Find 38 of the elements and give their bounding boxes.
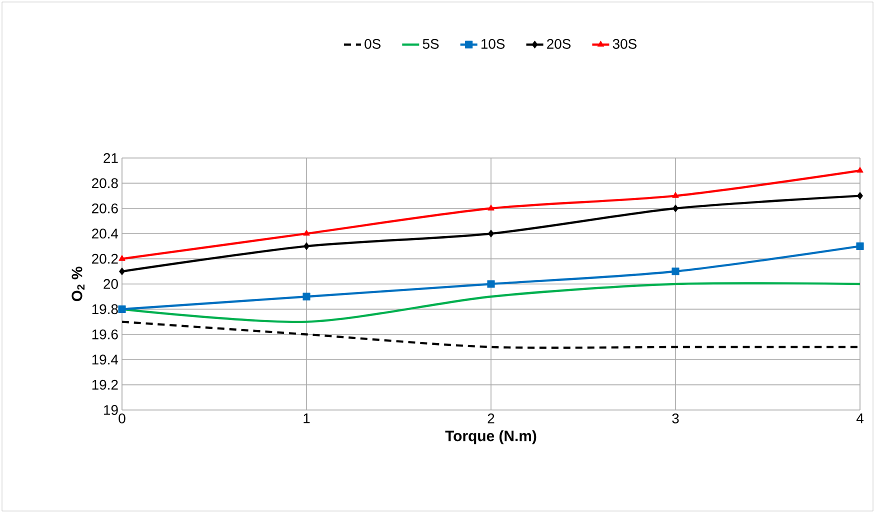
y-tick-label: 20.4 xyxy=(92,228,118,239)
point xyxy=(304,242,310,250)
x-tick-label: 1 xyxy=(304,414,310,424)
y-tick-label: 19.8 xyxy=(92,304,118,314)
point xyxy=(672,204,678,212)
x-tick-label: 2 xyxy=(488,414,494,424)
point xyxy=(119,268,125,276)
point xyxy=(488,230,494,238)
point xyxy=(672,268,680,276)
y-tick-label: 20 xyxy=(104,279,118,289)
point xyxy=(672,192,679,198)
y-tick-label: 20.2 xyxy=(92,254,118,264)
y-tick-label: 21 xyxy=(104,153,118,163)
legend-label: 5S xyxy=(422,38,439,49)
y-tick-label: 19 xyxy=(104,405,118,415)
y-tick-label: 19.6 xyxy=(92,329,118,340)
legend-label: 30S xyxy=(612,38,636,49)
y-tick-label: 19.4 xyxy=(92,354,118,365)
x-axis-title: Torque (N.m) xyxy=(445,430,536,444)
x-tick-label: 4 xyxy=(856,414,864,424)
point xyxy=(303,230,310,236)
point xyxy=(857,192,863,200)
legend-label: 20S xyxy=(547,38,571,49)
point xyxy=(856,166,864,173)
legend-label: 0S xyxy=(364,38,381,49)
y-tick-label: 20.8 xyxy=(92,178,118,188)
point xyxy=(118,305,126,313)
legend-label: 10S xyxy=(482,38,505,49)
y-tick-label: 19.2 xyxy=(92,380,118,390)
point xyxy=(302,292,310,300)
point xyxy=(856,242,864,250)
point xyxy=(488,204,494,210)
y-tick-label: 20.6 xyxy=(92,203,118,214)
y-axis-title: O$_{2}$ % xyxy=(72,266,84,302)
x-tick-label: 0 xyxy=(118,414,126,424)
x-tick-label: 3 xyxy=(672,414,679,424)
point xyxy=(118,255,126,261)
point xyxy=(487,280,495,288)
